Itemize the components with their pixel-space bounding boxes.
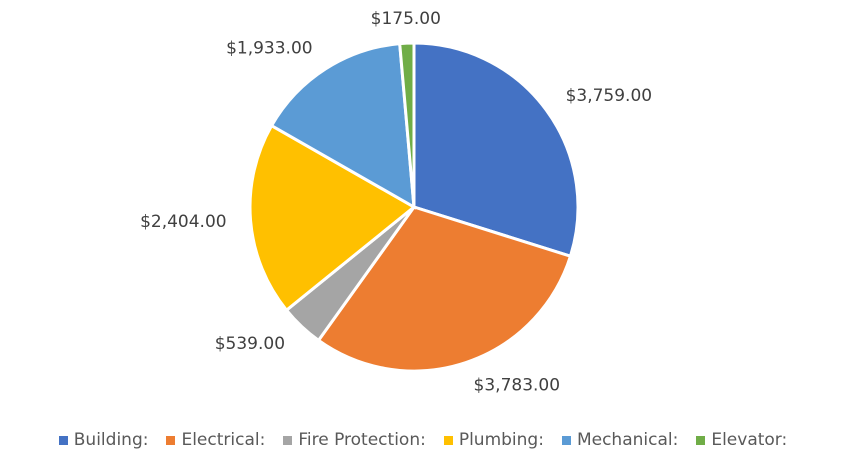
legend-item: Electrical: [166,430,265,450]
legend-label: Mechanical: [576,430,679,450]
pie-slice [269,41,416,210]
legend-swatch [443,435,453,445]
legend-swatch [283,435,293,445]
pie-slice [316,205,573,373]
legend-swatch [561,435,571,445]
data-label: $3,783.00 [474,375,561,395]
legend-label: Electrical: [181,430,266,450]
legend-label: Building: [73,430,149,450]
legend-item: Fire Protection: [283,430,426,450]
data-label: $539.00 [215,334,285,354]
legend-label: Plumbing: [458,430,544,450]
legend-item: Building: [58,430,149,450]
legend-label: Fire Protection: [298,430,426,450]
legend: Building: Electrical: Fire Protection: Plum… [0,430,846,450]
data-label: $175.00 [371,9,441,29]
legend-label: Elevator: [711,430,788,450]
pie-slice [398,41,416,208]
pie-slice [248,123,417,313]
legend-item: Elevator: [696,430,787,450]
data-label: $3,759.00 [566,86,653,106]
data-label: $1,933.00 [226,39,313,59]
pie-area: $3,759.00 $3,783.00 $539.00 $2,404.00 $1,933… [140,9,653,395]
pie-slice [412,41,580,259]
legend-item: Mechanical: [561,430,679,450]
legend-swatch [696,435,706,445]
legend-swatch [58,435,68,445]
data-label: $2,404.00 [140,212,227,232]
legend-item: Plumbing: [443,430,544,450]
legend-swatch [166,435,176,445]
